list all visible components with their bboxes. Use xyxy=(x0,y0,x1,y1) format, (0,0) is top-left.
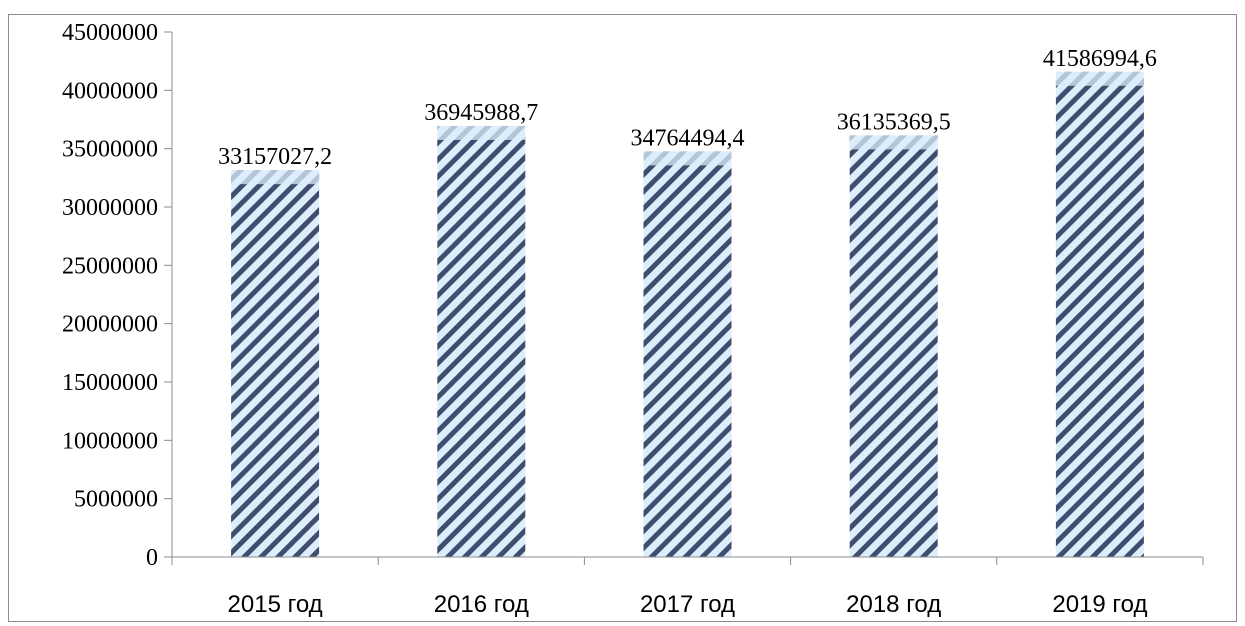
data-label: 41586994,6 xyxy=(1043,46,1157,72)
y-tick-label: 30000000 xyxy=(62,195,158,221)
bar xyxy=(643,151,732,557)
bar xyxy=(1055,71,1144,558)
x-tick-label: 2017 год xyxy=(640,591,735,618)
x-tick-label: 2018 год xyxy=(846,591,941,618)
bar xyxy=(437,125,526,557)
x-tick-label: 2015 год xyxy=(228,591,323,618)
data-label: 36945988,7 xyxy=(424,100,538,126)
y-tick-label: 0 xyxy=(146,545,158,571)
data-label: 36135369,5 xyxy=(837,109,951,135)
x-tick-label: 2016 год xyxy=(434,591,529,618)
y-tick-label: 45000000 xyxy=(62,20,158,46)
bar-top-band xyxy=(849,135,938,150)
x-tick-label: 2019 год xyxy=(1052,591,1147,618)
bar-top-band xyxy=(1055,71,1144,86)
y-tick-label: 20000000 xyxy=(62,312,158,338)
y-tick-label: 15000000 xyxy=(62,370,158,396)
bar xyxy=(849,135,938,557)
data-label: 33157027,2 xyxy=(218,144,332,170)
chart-frame xyxy=(8,14,1237,622)
bar xyxy=(231,170,320,557)
bar-top-band xyxy=(231,170,320,185)
y-tick-label: 35000000 xyxy=(62,137,158,163)
bar-top-band xyxy=(437,125,526,140)
y-tick-label: 40000000 xyxy=(62,78,158,104)
y-tick-label: 10000000 xyxy=(62,428,158,454)
y-tick-label: 25000000 xyxy=(62,253,158,279)
y-tick-label: 5000000 xyxy=(74,487,158,513)
bar-top-band xyxy=(643,151,732,166)
data-label: 34764494,4 xyxy=(631,125,745,151)
